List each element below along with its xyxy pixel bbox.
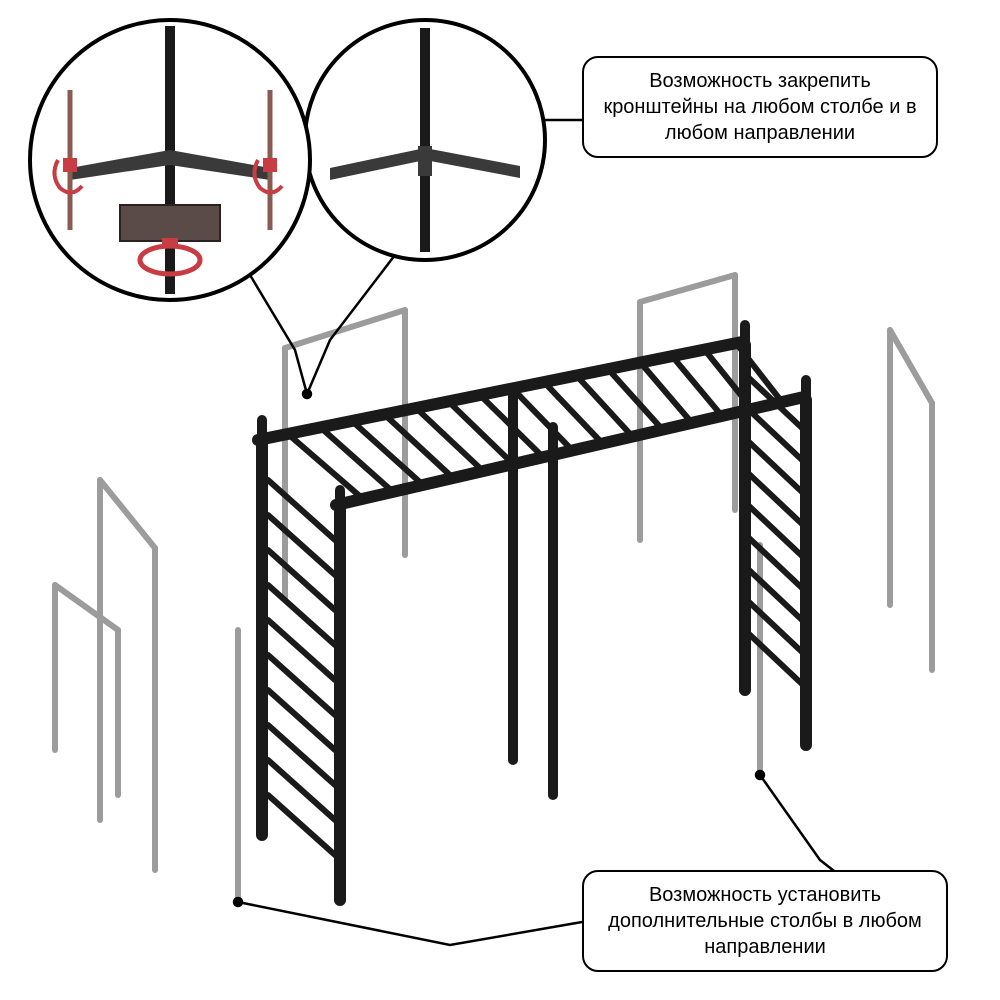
detail-circle-2 <box>305 20 545 260</box>
callout-bottom-text: Возможность установить дополнительные ст… <box>608 884 922 958</box>
callout-top-text: Возможность закрепить кронштейны на любо… <box>603 70 916 144</box>
callout-bottom: Возможность установить дополнительные ст… <box>582 870 948 972</box>
detail-circle-1 <box>30 20 310 300</box>
callout-top: Возможность закрепить кронштейны на любо… <box>582 56 938 158</box>
